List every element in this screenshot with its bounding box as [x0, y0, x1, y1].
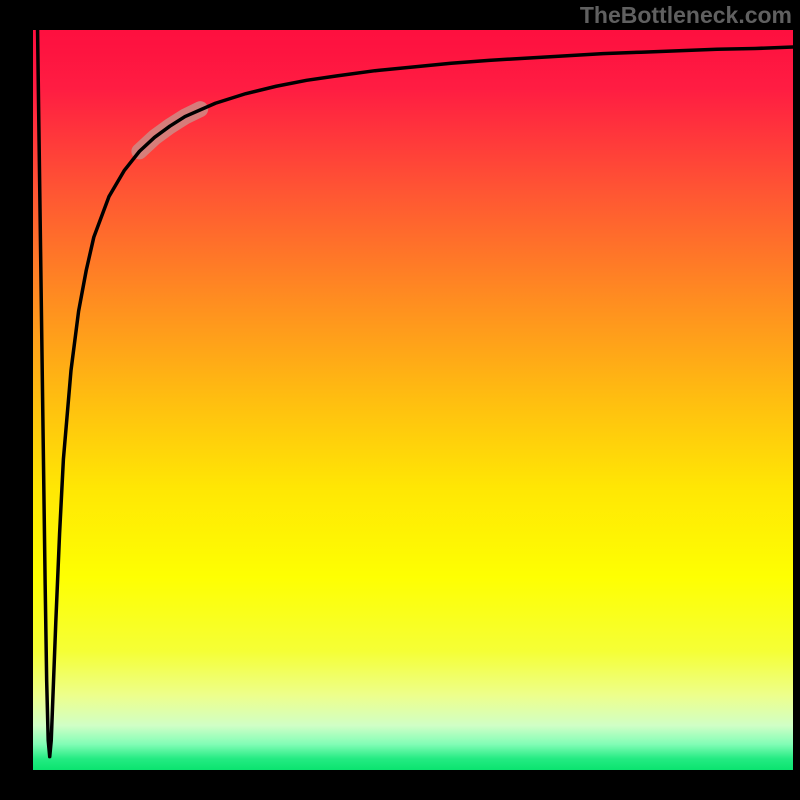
attribution-label: TheBottleneck.com: [580, 2, 792, 29]
figure-root: TheBottleneck.com: [0, 0, 800, 800]
plot-area: [33, 30, 793, 770]
curve-layer: [33, 30, 793, 770]
bottleneck-curve: [38, 30, 793, 757]
